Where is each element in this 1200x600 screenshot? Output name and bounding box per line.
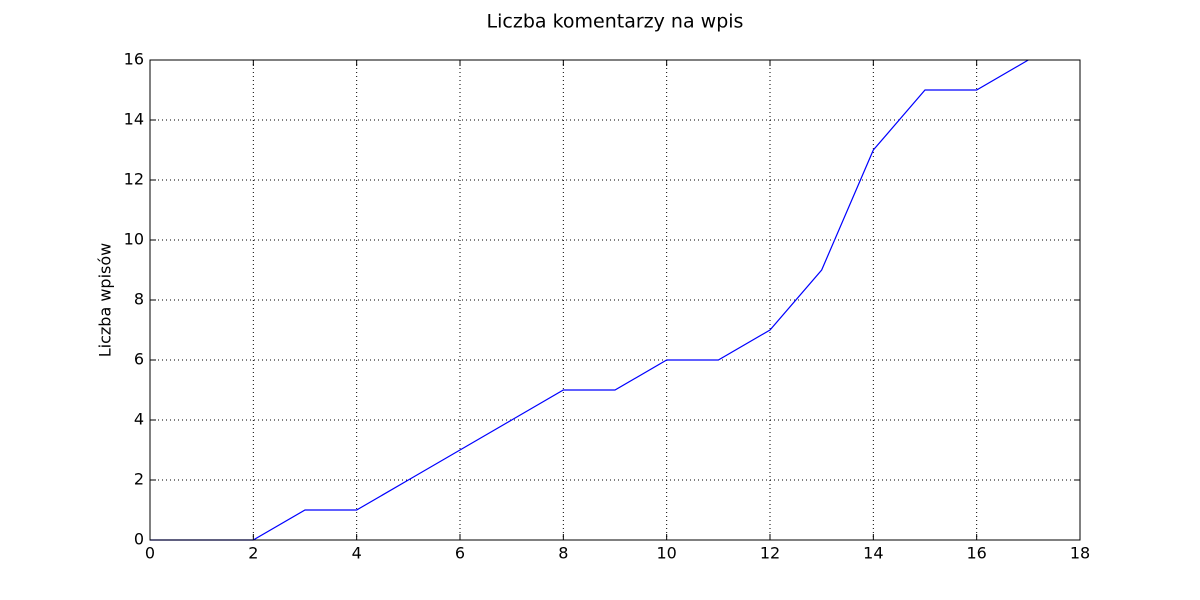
x-tick-label: 18 — [1070, 544, 1090, 563]
x-tick-label: 6 — [455, 544, 465, 563]
x-tick-label: 4 — [352, 544, 362, 563]
x-tick-label: 10 — [656, 544, 676, 563]
plot-frame — [149, 59, 1081, 541]
chart-title: Liczba komentarzy na wpis — [487, 11, 744, 33]
y-tick-label: 16 — [124, 50, 144, 69]
y-tick-label: 14 — [124, 110, 144, 129]
x-tick-label: 8 — [558, 544, 568, 563]
x-tick-label: 0 — [145, 544, 155, 563]
y-tick-label: 2 — [134, 470, 144, 489]
x-tick-label: 16 — [966, 544, 986, 563]
y-tick-label: 4 — [134, 410, 144, 429]
y-tick-label: 10 — [124, 230, 144, 249]
y-tick-label: 8 — [134, 290, 144, 309]
y-axis-label: Liczba wpisów — [96, 243, 115, 358]
y-tick-label: 12 — [124, 170, 144, 189]
line-series — [150, 59, 1029, 541]
x-tick-label: 2 — [248, 544, 258, 563]
y-tick-label: 0 — [134, 530, 144, 549]
x-tick-label: 12 — [760, 544, 780, 563]
x-tick-label: 14 — [863, 544, 883, 563]
y-tick-label: 6 — [134, 350, 144, 369]
